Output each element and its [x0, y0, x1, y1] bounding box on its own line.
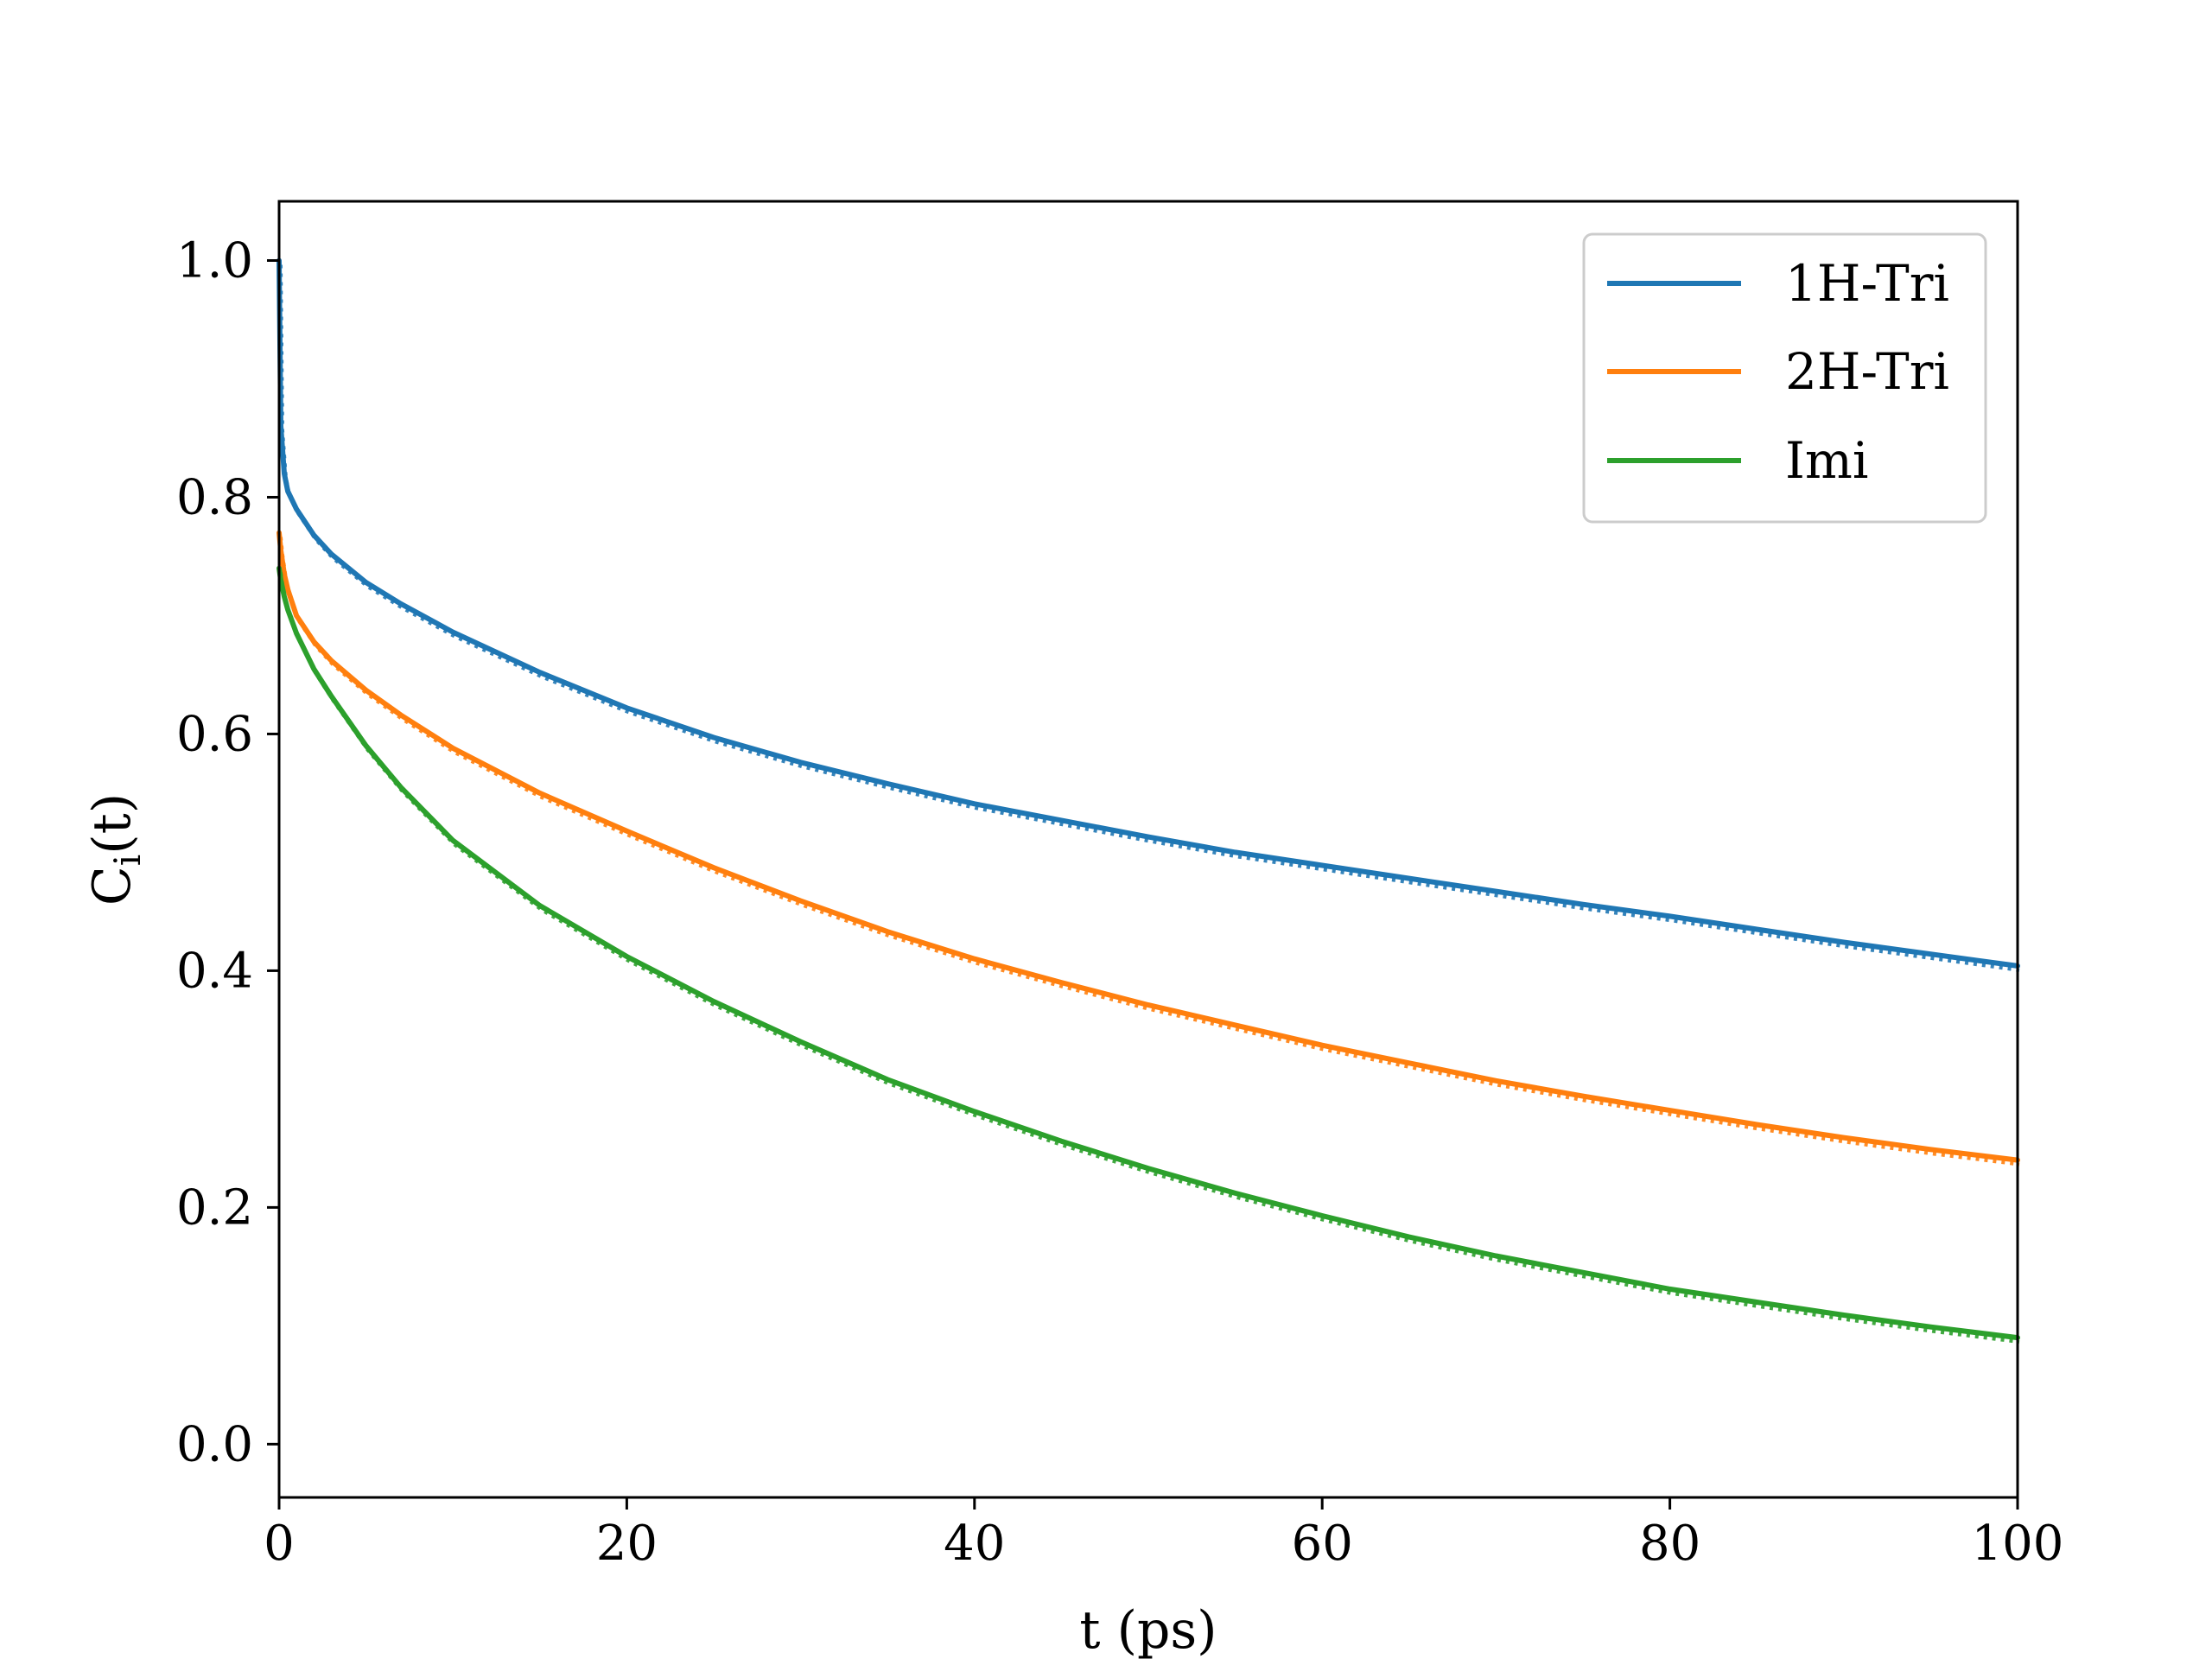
- series-layer: [276, 257, 2020, 1344]
- legend-box: [1582, 232, 1987, 524]
- y-tick-label-1.0: 1.0: [176, 232, 253, 289]
- y-tick-label-0.8: 0.8: [176, 469, 253, 525]
- x-tick-label-100: 100: [1972, 1516, 2064, 1572]
- y-tick-label-0.2: 0.2: [176, 1179, 253, 1236]
- y-axis: 0.0 0.2 0.4 0.6 0.8 1.0: [176, 232, 279, 1472]
- x-tick-label-20: 20: [596, 1516, 658, 1572]
- y-axis-label: Ci(t): [82, 793, 149, 906]
- series-fit-2h-tri: [279, 537, 2020, 1166]
- x-tick-label-60: 60: [1292, 1516, 1353, 1572]
- y-axis-label-tail: (t): [82, 793, 143, 855]
- y-tick-label-0.6: 0.6: [176, 706, 253, 762]
- y-axis-label-main: C: [82, 866, 143, 906]
- x-axis-label: t (ps): [1079, 1600, 1217, 1659]
- legend: 1H-Tri 2H-Tri Imi: [1582, 232, 1987, 524]
- series-fit-imi: [279, 572, 2020, 1344]
- x-axis: 0 20 40 60 80 100: [264, 1497, 2063, 1572]
- series-line-imi: [276, 565, 2020, 1341]
- legend-label-1h-tri: 1H-Tri: [1785, 254, 1949, 313]
- x-tick-label-40: 40: [944, 1516, 1005, 1572]
- y-tick-label-0.0: 0.0: [176, 1416, 253, 1472]
- plot-frame: [277, 200, 2019, 1499]
- y-tick-label-0.4: 0.4: [176, 943, 253, 999]
- y-axis-label-subscript: i: [106, 855, 149, 866]
- legend-label-imi: Imi: [1785, 431, 1868, 490]
- legend-label-2h-tri: 2H-Tri: [1785, 342, 1949, 401]
- x-tick-label-80: 80: [1639, 1516, 1700, 1572]
- x-tick-label-0: 0: [264, 1516, 295, 1572]
